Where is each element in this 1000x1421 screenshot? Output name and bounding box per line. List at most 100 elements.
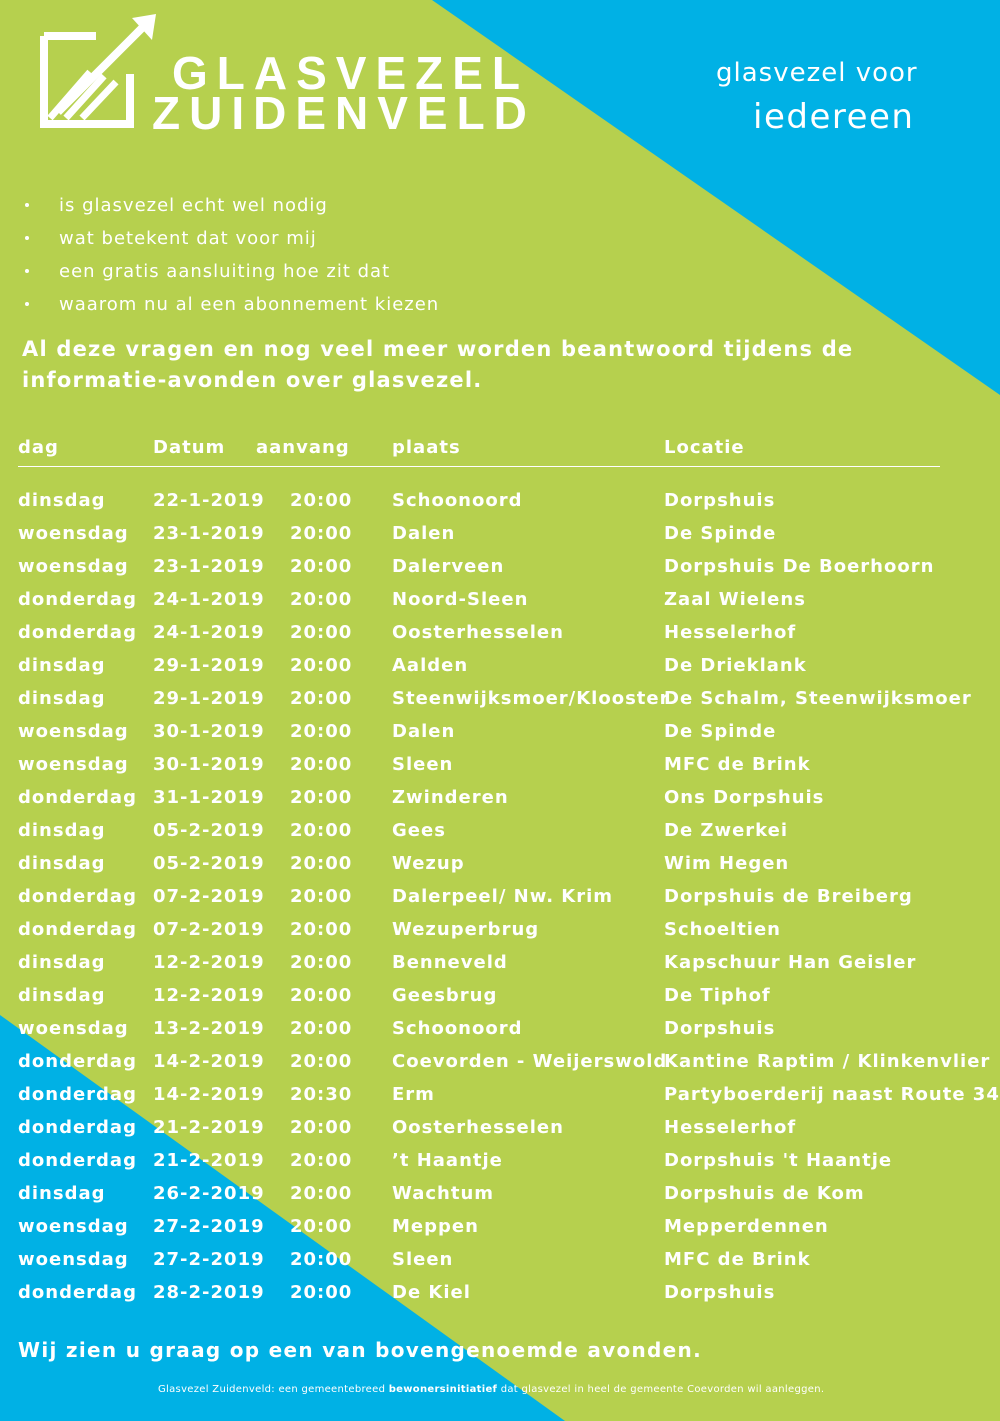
row-locatie: Dorpshuis: [664, 1018, 776, 1039]
row-dag: woensdag: [18, 1216, 129, 1237]
table-row: donderdag 14-2-2019 20:30 Erm Partyboerderij…: [0, 1078, 1000, 1111]
header-divider: [18, 466, 940, 467]
table-row: woensdag 27-2-2019 20:00 Meppen Mepperdennen: [0, 1210, 1000, 1243]
row-plaats: Zwinderen: [392, 787, 509, 808]
table-row: donderdag 07-2-2019 20:00 Wezuperbrug Schoel…: [0, 913, 1000, 946]
table-row: woensdag 23-1-2019 20:00 Dalen De Spinde: [0, 517, 1000, 550]
row-dag: donderdag: [18, 886, 137, 907]
row-locatie: De Tiphof: [664, 985, 771, 1006]
background-blue-band-top: [432, 0, 1000, 395]
footer-text-bold: bewonersinitiatief: [388, 1384, 498, 1395]
row-locatie: Hesselerhof: [664, 622, 797, 643]
row-aanvang: 20:00: [290, 589, 353, 610]
row-locatie: Dorpshuis de Kom: [664, 1183, 865, 1204]
row-locatie: De Zwerkei: [664, 820, 789, 841]
row-dag: donderdag: [18, 1282, 137, 1303]
row-datum: 31-1-2019: [153, 787, 265, 808]
row-plaats: Dalerpeel/ Nw. Krim: [392, 886, 614, 907]
row-locatie: Dorpshuis de Breiberg: [664, 886, 913, 907]
row-aanvang: 20:00: [290, 886, 353, 907]
row-datum: 29-1-2019: [153, 688, 265, 709]
row-plaats: Oosterhesselen: [392, 622, 564, 643]
row-dag: dinsdag: [18, 490, 106, 511]
row-locatie: Mepperdennen: [664, 1216, 829, 1237]
row-plaats: Wachtum: [392, 1183, 495, 1204]
table-row: woensdag 23-1-2019 20:00 Dalerveen Dorpshuis…: [0, 550, 1000, 583]
table-row: donderdag 24-1-2019 20:00 Noord-Sleen Zaal W…: [0, 583, 1000, 616]
table-row: donderdag 07-2-2019 20:00 Dalerpeel/ Nw. Kr…: [0, 880, 1000, 913]
table-row: donderdag 31-1-2019 20:00 Zwinderen Ons Dorp…: [0, 781, 1000, 814]
row-plaats: Noord-Sleen: [392, 589, 529, 610]
question-text: een gratis aansluiting hoe zit dat: [59, 261, 391, 282]
table-row: donderdag 24-1-2019 20:00 Oosterhesselen Hes…: [0, 616, 1000, 649]
row-plaats: ’t Haantje: [392, 1150, 503, 1171]
row-locatie: Dorpshuis: [664, 1282, 776, 1303]
table-row: donderdag 21-2-2019 20:00 Oosterhesselen Hes…: [0, 1111, 1000, 1144]
row-aanvang: 20:00: [290, 556, 353, 577]
row-dag: donderdag: [18, 622, 137, 643]
question-list: is glasvezel echt wel nodig wat betekent…: [22, 189, 439, 321]
row-dag: woensdag: [18, 754, 129, 775]
footer-text-1: Glasvezel Zuidenveld: een gemeentebreed: [158, 1384, 389, 1395]
table-row: dinsdag 05-2-2019 20:00 Wezup Wim Hegen: [0, 847, 1000, 880]
row-aanvang: 20:00: [290, 985, 353, 1006]
row-dag: dinsdag: [18, 688, 106, 709]
row-plaats: Meppen: [392, 1216, 479, 1237]
question-item: waarom nu al een abonnement kiezen: [22, 288, 439, 321]
table-row: dinsdag 05-2-2019 20:00 Gees De Zwerkei: [0, 814, 1000, 847]
row-datum: 24-1-2019: [153, 622, 265, 643]
row-plaats: Gees: [392, 820, 446, 841]
table-row: donderdag 14-2-2019 20:00 Coevorden - Weije…: [0, 1045, 1000, 1078]
row-aanvang: 20:00: [290, 1282, 353, 1303]
footer-text-2: dat glasvezel in heel de gemeente Coevor…: [497, 1384, 825, 1395]
table-row: woensdag 30-1-2019 20:00 Dalen De Spinde: [0, 715, 1000, 748]
row-plaats: Wezup: [392, 853, 465, 874]
row-aanvang: 20:30: [290, 1084, 353, 1105]
row-aanvang: 20:00: [290, 721, 353, 742]
row-plaats: Sleen: [392, 754, 454, 775]
table-row: dinsdag 12-2-2019 20:00 Benneveld Kapschuur …: [0, 946, 1000, 979]
row-datum: 14-2-2019: [153, 1084, 265, 1105]
bullet-icon: [25, 236, 29, 240]
rising-arrow-chart-icon: [40, 14, 156, 128]
row-dag: donderdag: [18, 589, 137, 610]
row-locatie: Dorpshuis 't Haantje: [664, 1150, 893, 1171]
row-aanvang: 20:00: [290, 853, 353, 874]
row-aanvang: 20:00: [290, 1216, 353, 1237]
row-plaats: Aalden: [392, 655, 469, 676]
row-datum: 05-2-2019: [153, 820, 265, 841]
header-aanvang: aanvang: [256, 437, 350, 458]
table-row: woensdag 30-1-2019 20:00 Sleen MFC de Brink: [0, 748, 1000, 781]
row-aanvang: 20:00: [290, 919, 353, 940]
row-locatie: MFC de Brink: [664, 1249, 811, 1270]
table-row: woensdag 13-2-2019 20:00 Schoonoord Dorpshui…: [0, 1012, 1000, 1045]
row-datum: 21-2-2019: [153, 1150, 265, 1171]
background-blue-band-bottom: [0, 1015, 565, 1421]
row-dag: dinsdag: [18, 655, 106, 676]
row-locatie: De Spinde: [664, 523, 777, 544]
row-plaats: De Kiel: [392, 1282, 471, 1303]
question-text: is glasvezel echt wel nodig: [59, 195, 328, 216]
row-locatie: Schoeltien: [664, 919, 781, 940]
row-locatie: Zaal Wielens: [664, 589, 806, 610]
header-datum: Datum: [153, 437, 226, 458]
row-aanvang: 20:00: [290, 1018, 353, 1039]
row-dag: dinsdag: [18, 1183, 106, 1204]
row-dag: donderdag: [18, 1150, 137, 1171]
question-item: is glasvezel echt wel nodig: [22, 189, 439, 222]
row-datum: 26-2-2019: [153, 1183, 265, 1204]
row-locatie: Wim Hegen: [664, 853, 790, 874]
table-row: donderdag 21-2-2019 20:00 ’t Haantje Dorpshu…: [0, 1144, 1000, 1177]
row-locatie: Dorpshuis: [664, 490, 776, 511]
row-datum: 22-1-2019: [153, 490, 265, 511]
row-dag: woensdag: [18, 523, 129, 544]
row-locatie: De Spinde: [664, 721, 777, 742]
tagline-line1: glasvezel voor: [716, 58, 918, 88]
question-text: wat betekent dat voor mij: [59, 228, 317, 249]
intro-paragraph: Al deze vragen en nog veel meer worden b…: [22, 337, 854, 392]
row-aanvang: 20:00: [290, 622, 353, 643]
row-aanvang: 20:00: [290, 1150, 353, 1171]
row-plaats: Coevorden - Weijerswold: [392, 1051, 668, 1072]
row-datum: 30-1-2019: [153, 754, 265, 775]
